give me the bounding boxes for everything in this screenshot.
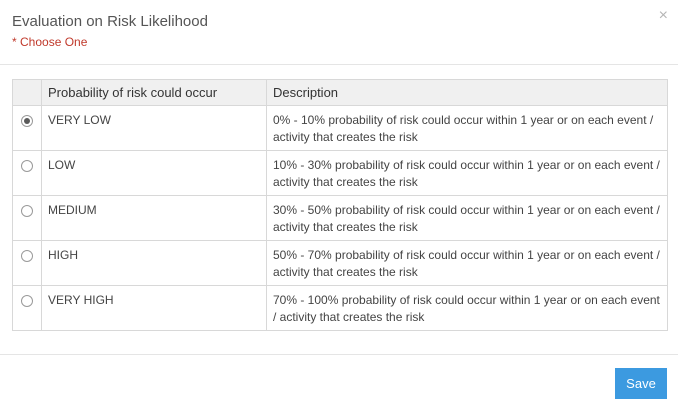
- radio-low[interactable]: [21, 160, 33, 172]
- close-icon[interactable]: ×: [658, 7, 668, 24]
- level-cell: MEDIUM: [41, 195, 267, 241]
- level-cell: VERY LOW: [41, 105, 267, 151]
- radio-cell: [12, 105, 42, 151]
- radio-cell: [12, 195, 42, 241]
- description-cell: 50% - 70% probability of risk could occu…: [266, 240, 668, 286]
- column-header-select: [12, 79, 42, 106]
- column-header-description: Description: [266, 79, 668, 106]
- save-button[interactable]: Save: [615, 368, 667, 399]
- radio-very-high[interactable]: [21, 295, 33, 307]
- radio-cell: [12, 240, 42, 286]
- description-cell: 10% - 30% probability of risk could occu…: [266, 150, 668, 196]
- column-header-probability: Probability of risk could occur: [41, 79, 267, 106]
- table-row[interactable]: MEDIUM 30% - 50% probability of risk cou…: [12, 195, 668, 241]
- level-cell: VERY HIGH: [41, 285, 267, 331]
- table-row[interactable]: VERY LOW 0% - 10% probability of risk co…: [12, 105, 668, 151]
- radio-medium[interactable]: [21, 205, 33, 217]
- dialog-subtitle: * Choose One: [12, 35, 88, 49]
- dialog-header: Evaluation on Risk Likelihood * Choose O…: [0, 0, 678, 65]
- radio-cell: [12, 285, 42, 331]
- description-cell: 0% - 10% probability of risk could occur…: [266, 105, 668, 151]
- dialog-title: Evaluation on Risk Likelihood: [12, 13, 208, 30]
- radio-cell: [12, 150, 42, 196]
- risk-likelihood-table: Probability of risk could occur Descript…: [12, 79, 668, 331]
- table-row[interactable]: LOW 10% - 30% probability of risk could …: [12, 150, 668, 196]
- description-cell: 70% - 100% probability of risk could occ…: [266, 285, 668, 331]
- radio-very-low[interactable]: [21, 115, 33, 127]
- level-cell: HIGH: [41, 240, 267, 286]
- radio-high[interactable]: [21, 250, 33, 262]
- dialog-footer: Save: [0, 354, 678, 412]
- level-cell: LOW: [41, 150, 267, 196]
- description-cell: 30% - 50% probability of risk could occu…: [266, 195, 668, 241]
- table-row[interactable]: HIGH 50% - 70% probability of risk could…: [12, 240, 668, 286]
- table-header-row: Probability of risk could occur Descript…: [12, 79, 668, 106]
- table-row[interactable]: VERY HIGH 70% - 100% probability of risk…: [12, 285, 668, 331]
